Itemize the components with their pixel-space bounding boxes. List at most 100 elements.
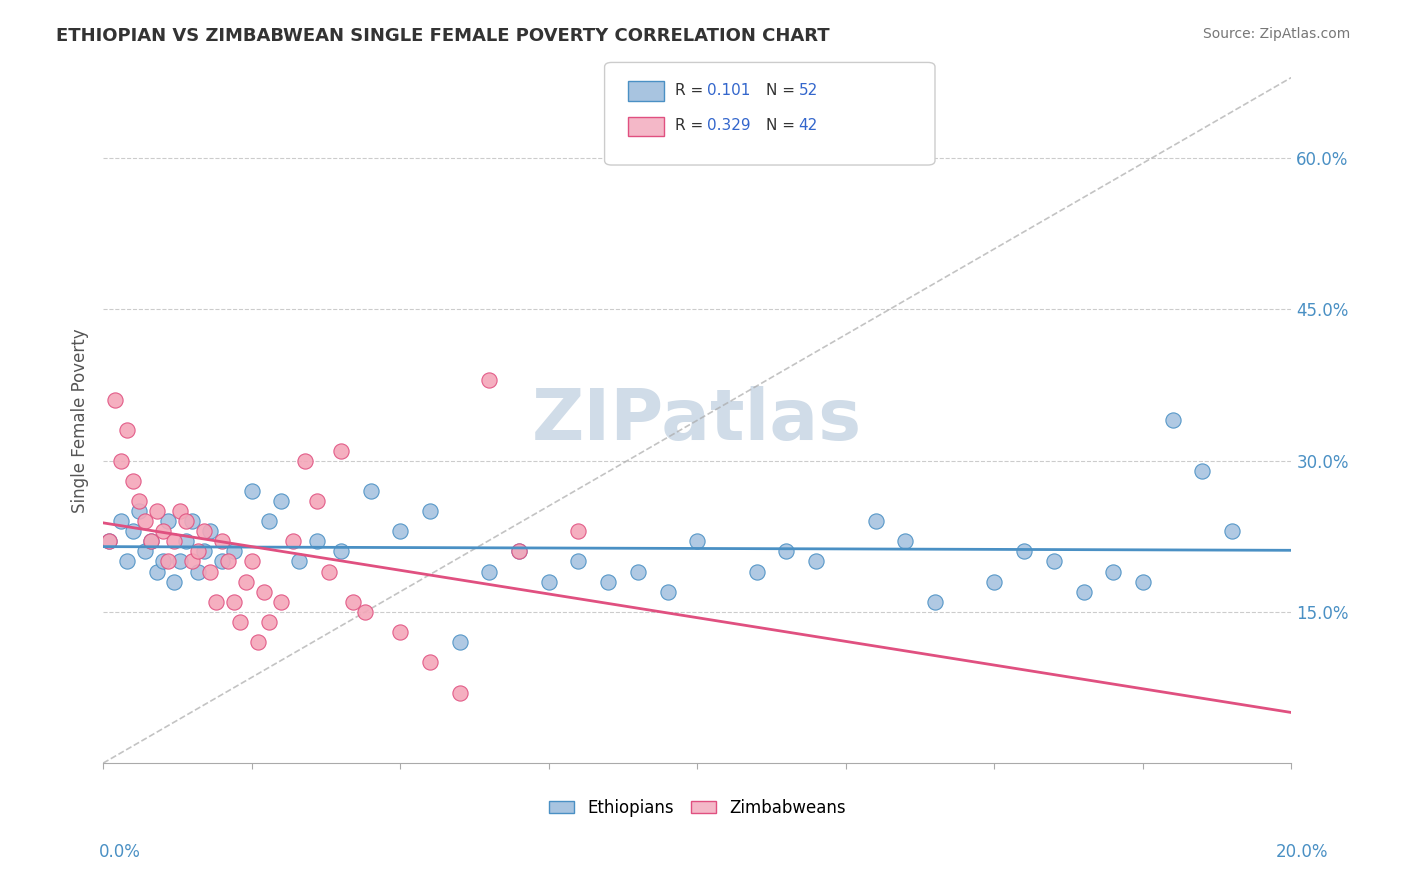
Point (449, 685, 471, 699)
Point (598, 574, 620, 589)
Point (537, 574, 560, 589)
Point (865, 514, 887, 528)
Text: R =: R = (675, 119, 709, 133)
Point (567, 554, 589, 568)
Point (187, 565, 209, 579)
Point (187, 544, 209, 558)
Point (181, 554, 204, 568)
Legend: Ethiopians, Zimbabweans: Ethiopians, Zimbabweans (543, 792, 852, 823)
Text: Source: ZipAtlas.com: Source: ZipAtlas.com (1202, 27, 1350, 41)
Point (198, 524, 221, 539)
Point (288, 554, 311, 568)
Text: N =: N = (766, 83, 800, 97)
Point (894, 534, 917, 549)
Text: 42: 42 (799, 119, 818, 133)
Point (181, 514, 204, 528)
Point (305, 534, 328, 549)
Point (567, 524, 589, 539)
Point (145, 565, 167, 579)
Point (804, 554, 827, 568)
Point (449, 635, 471, 649)
Point (1042, 554, 1064, 568)
Point (198, 565, 221, 579)
Point (222, 544, 245, 558)
Point (110, 514, 132, 528)
Point (169, 504, 191, 518)
Point (176, 534, 198, 549)
Point (211, 534, 233, 549)
Point (163, 574, 186, 589)
Point (1012, 544, 1035, 558)
Point (115, 554, 138, 568)
Point (193, 524, 215, 539)
Point (134, 514, 156, 528)
Text: 0.329: 0.329 (707, 119, 751, 133)
Point (110, 453, 132, 467)
Point (145, 504, 167, 518)
Point (627, 565, 650, 579)
Point (1191, 464, 1213, 478)
Point (252, 584, 274, 599)
Point (508, 544, 530, 558)
Point (98, 534, 121, 549)
Point (128, 504, 150, 518)
Point (657, 584, 679, 599)
Text: 20.0%: 20.0% (1277, 843, 1329, 861)
Point (152, 524, 174, 539)
Point (176, 514, 198, 528)
Point (193, 544, 215, 558)
Point (360, 483, 382, 498)
Y-axis label: Single Female Poverty: Single Female Poverty (72, 328, 89, 513)
Point (259, 615, 281, 629)
Point (745, 565, 768, 579)
Point (419, 655, 441, 669)
Point (246, 635, 269, 649)
Point (1220, 524, 1243, 539)
Point (342, 595, 364, 609)
Point (169, 554, 191, 568)
Point (924, 595, 946, 609)
Point (389, 625, 412, 640)
Point (211, 554, 233, 568)
Point (389, 524, 412, 539)
Point (157, 554, 180, 568)
Point (983, 574, 1005, 589)
Point (134, 544, 156, 558)
Point (229, 615, 252, 629)
Point (128, 494, 150, 508)
Text: R =: R = (675, 83, 709, 97)
Point (1132, 574, 1154, 589)
Text: 0.101: 0.101 (707, 83, 751, 97)
Point (294, 453, 316, 467)
Point (353, 605, 375, 619)
Point (1102, 565, 1125, 579)
Point (775, 544, 797, 558)
Point (222, 595, 245, 609)
Point (305, 494, 328, 508)
Text: N =: N = (766, 119, 800, 133)
Point (98, 534, 121, 549)
Point (139, 534, 162, 549)
Point (1161, 413, 1184, 427)
Text: 0.0%: 0.0% (98, 843, 141, 861)
Text: ETHIOPIAN VS ZIMBABWEAN SINGLE FEMALE POVERTY CORRELATION CHART: ETHIOPIAN VS ZIMBABWEAN SINGLE FEMALE PO… (56, 27, 830, 45)
Point (152, 554, 174, 568)
Point (121, 474, 143, 488)
Text: 52: 52 (799, 83, 818, 97)
Point (157, 514, 180, 528)
Point (259, 514, 281, 528)
Point (1073, 584, 1095, 599)
Point (270, 494, 292, 508)
Point (139, 534, 162, 549)
Point (163, 534, 186, 549)
Point (104, 393, 127, 408)
Point (235, 574, 257, 589)
Point (419, 504, 441, 518)
Point (508, 544, 530, 558)
Point (329, 443, 352, 458)
Point (283, 534, 305, 549)
Point (329, 544, 352, 558)
Point (217, 554, 239, 568)
Point (478, 373, 501, 387)
Point (318, 565, 340, 579)
